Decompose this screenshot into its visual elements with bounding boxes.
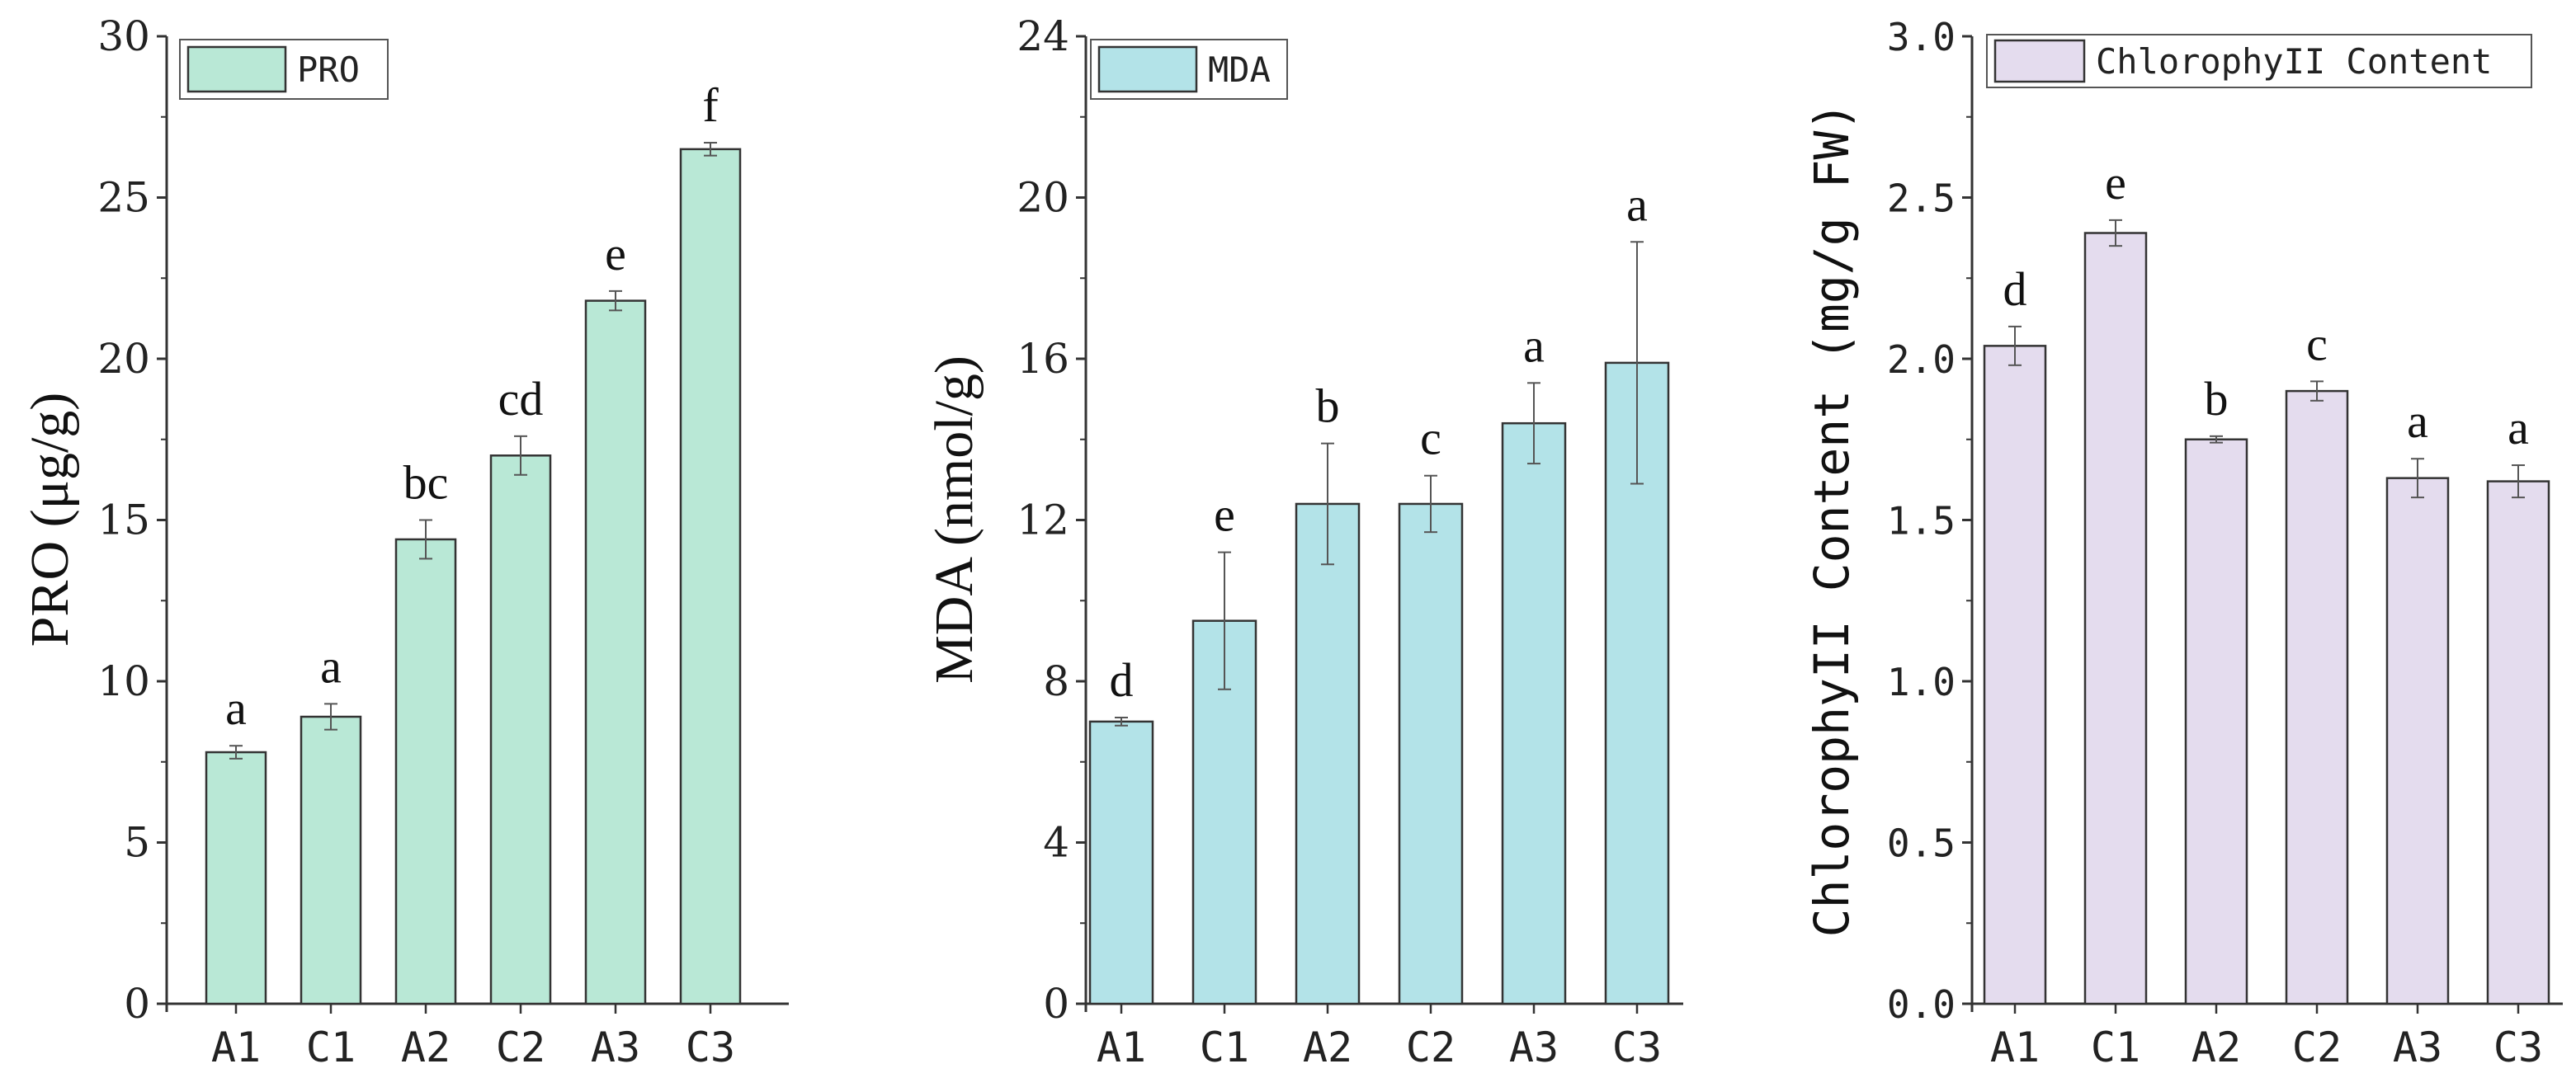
y-axis-title: MDA (nmol/g) [924, 355, 984, 684]
x-tick-label-A2: A2 [1303, 1024, 1352, 1071]
x-tick-label-A3: A3 [2393, 1024, 2442, 1071]
x-tick-label-C2: C2 [1406, 1024, 1455, 1071]
y-tick-label: 0.5 [1887, 821, 1956, 866]
legend-swatch [1097, 45, 1198, 93]
x-tick-label-A1: A1 [1990, 1024, 2040, 1071]
chart-panel-1: 0 5 10 15 20 25 30 PRO (μg/g) a A1 a C1 bc A2 cd C2 e A3 f… [20, 12, 789, 1071]
significance-label-C1: e [2105, 156, 2126, 209]
bar-A3 [584, 299, 647, 1005]
significance-label-A2: b [1316, 379, 1340, 433]
x-tick-label-A3: A3 [1509, 1024, 1559, 1071]
y-tick-label: 1.5 [1887, 499, 1956, 544]
y-tick-label: 8 [1043, 657, 1069, 705]
x-tick-label-A2: A2 [401, 1024, 451, 1071]
bar-C2 [489, 454, 552, 1005]
y-tick-label: 16 [1017, 335, 1069, 383]
y-tick-label: 20 [1017, 174, 1069, 222]
legend-label: ChlorophyII Content [2096, 41, 2492, 82]
significance-label-C1: e [1214, 488, 1235, 542]
bar-C1 [2083, 232, 2148, 1005]
significance-label-A1: d [1110, 653, 1134, 707]
x-tick-label-C2: C2 [2292, 1024, 2342, 1071]
y-tick-label: 1.0 [1887, 660, 1956, 704]
significance-label-A3: a [2407, 394, 2428, 448]
bar-C2 [2285, 389, 2349, 1005]
y-tick-label: 30 [97, 12, 150, 60]
bar-A2 [394, 538, 457, 1005]
x-tick-label-C3: C3 [2493, 1024, 2543, 1071]
bar-C1 [300, 715, 362, 1005]
x-tick-label-C1: C1 [306, 1024, 356, 1071]
bar-A3 [1501, 421, 1567, 1005]
x-tick-label-A2: A2 [2191, 1024, 2241, 1071]
significance-label-A3: e [605, 227, 626, 280]
y-tick-label: 4 [1043, 819, 1069, 867]
x-tick-label-A1: A1 [1097, 1024, 1146, 1071]
significance-label-A2: b [2205, 372, 2229, 426]
significance-label-C3: a [2508, 401, 2529, 454]
legend-swatch [1993, 39, 2086, 83]
y-tick-label: 24 [1017, 12, 1069, 60]
significance-label-C3: a [1626, 177, 1648, 231]
bar-A2 [2184, 438, 2248, 1005]
significance-label-A3: a [1523, 318, 1545, 372]
y-tick-label: 5 [124, 819, 150, 867]
y-tick-label: 2.0 [1887, 337, 1956, 382]
y-tick-label: 12 [1017, 497, 1069, 544]
chart-panel-2: 0 4 8 12 16 20 24 MDA (nmol/g) d A1 e C1 b A2 c C2 a A3 a C… [924, 12, 1683, 1071]
y-axis-title: PRO (μg/g) [20, 393, 80, 647]
significance-label-C2: c [1420, 412, 1441, 465]
x-tick-label-C1: C1 [1200, 1024, 1249, 1071]
y-tick-label: 2.5 [1887, 177, 1956, 221]
bar-A1 [205, 751, 267, 1005]
significance-label-A1: d [2003, 262, 2027, 316]
x-tick-label-C2: C2 [496, 1024, 545, 1071]
legend-label: MDA [1208, 49, 1271, 90]
bar-A2 [1295, 502, 1361, 1005]
significance-label-C3: f [702, 78, 719, 132]
significance-label-C2: cd [498, 372, 544, 426]
significance-label-C2: c [2306, 317, 2328, 370]
legend-swatch [186, 45, 287, 93]
x-tick-label-C3: C3 [686, 1024, 735, 1071]
y-tick-label: 25 [97, 174, 150, 222]
y-tick-label: 20 [97, 335, 150, 383]
y-tick-label: 0 [124, 980, 150, 1028]
y-tick-label: 10 [97, 657, 150, 705]
bar-C3 [679, 148, 742, 1005]
chart-panel-3: 0.0 0.5 1.0 1.5 2.0 2.5 3.0 ChlorophyII Content… [1804, 15, 2563, 1071]
bar-C3 [2486, 480, 2550, 1005]
x-tick-label-A3: A3 [591, 1024, 640, 1071]
bar-A1 [1983, 345, 2047, 1005]
y-tick-label: 0 [1043, 980, 1069, 1028]
bar-C2 [1398, 502, 1464, 1005]
x-tick-label-C3: C3 [1612, 1024, 1662, 1071]
y-tick-label: 15 [97, 497, 150, 544]
significance-label-A1: a [225, 681, 247, 735]
y-tick-label: 0.0 [1887, 982, 1956, 1027]
y-tick-label: 3.0 [1887, 15, 1956, 59]
x-tick-label-A1: A1 [211, 1024, 261, 1071]
bar-A3 [2385, 477, 2450, 1005]
bar-A1 [1088, 720, 1154, 1005]
y-axis-title: ChlorophyII Content (mg/g FW) [1804, 102, 1860, 938]
legend-label: PRO [297, 49, 360, 90]
significance-label-A2: bc [403, 456, 449, 510]
x-tick-label-C1: C1 [2091, 1024, 2140, 1071]
significance-label-C1: a [320, 639, 342, 693]
